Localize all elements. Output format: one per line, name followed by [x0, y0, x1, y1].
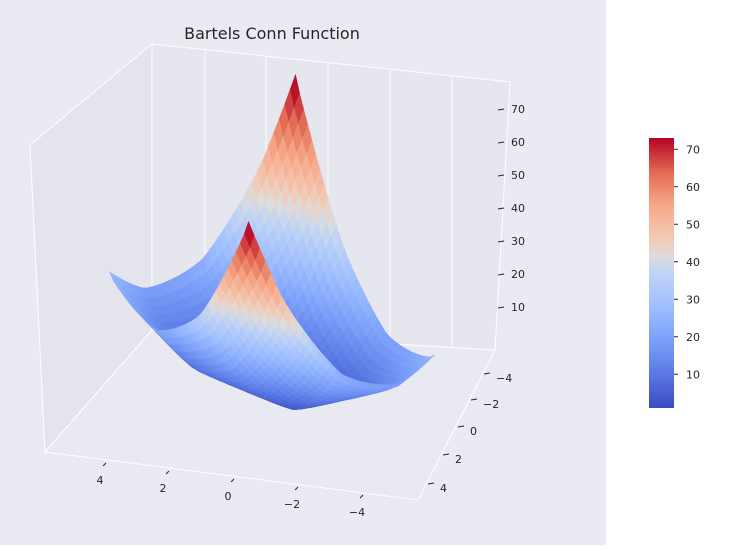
- z-tick-mark: [497, 174, 505, 177]
- y-axis-ticks: −4 −2 0 2 4: [427, 372, 512, 495]
- y-tick-mark: [427, 482, 435, 485]
- colorbar-tick-label: 60: [686, 181, 700, 194]
- y-tick-label: 0: [470, 425, 477, 438]
- colorbar-tick-label: 20: [686, 331, 700, 344]
- x-tick-mark: [294, 486, 299, 491]
- x-tick-label: 2: [160, 482, 167, 495]
- y-tick-mark: [470, 398, 478, 401]
- z-tick-label: 70: [511, 103, 525, 116]
- z-tick-label: 50: [511, 169, 525, 182]
- x-tick-label: −2: [284, 498, 300, 511]
- y-tick-label: −4: [496, 372, 512, 385]
- colorbar: [649, 138, 674, 408]
- z-tick-mark: [497, 273, 505, 276]
- y-tick-mark: [483, 372, 491, 375]
- chart-title: Bartels Conn Function: [184, 24, 360, 43]
- x-tick-mark: [359, 494, 364, 499]
- z-axis-ticks: 10 20 30 40 50 60 70: [497, 103, 525, 314]
- x-axis-ticks: 4 2 0 −2 −4: [97, 462, 365, 519]
- z-tick-label: 20: [511, 268, 525, 281]
- z-tick-label: 10: [511, 301, 525, 314]
- colorbar-tick-label: 70: [686, 143, 700, 156]
- y-tick-label: 4: [440, 482, 447, 495]
- colorbar-tick-label: 30: [686, 293, 700, 306]
- colorbar-ticks: 10 20 30 40 50 60 70: [674, 143, 700, 381]
- colorbar-tick-label: 10: [686, 368, 700, 381]
- z-tick-mark: [497, 108, 505, 111]
- x-tick-mark: [165, 470, 170, 475]
- x-tick-label: −4: [349, 506, 365, 519]
- y-tick-mark: [442, 453, 450, 456]
- surface-patch: [244, 221, 255, 248]
- colorbar-tick-label: 40: [686, 256, 700, 269]
- x-tick-label: 4: [97, 474, 104, 487]
- z-tick-label: 40: [511, 202, 525, 215]
- surface: [108, 73, 435, 410]
- z-tick-mark: [497, 240, 505, 243]
- z-tick-mark: [497, 306, 505, 309]
- y-tick-label: −2: [483, 398, 499, 411]
- z-tick-mark: [497, 207, 505, 210]
- z-tick-mark: [497, 141, 505, 144]
- x-tick-mark: [102, 462, 107, 467]
- y-tick-label: 2: [455, 453, 462, 466]
- x-tick-mark: [230, 478, 235, 483]
- x-tick-label: 0: [225, 490, 232, 503]
- colorbar-tick-label: 50: [686, 218, 700, 231]
- y-tick-mark: [457, 425, 465, 428]
- z-tick-label: 60: [511, 136, 525, 149]
- z-tick-label: 30: [511, 235, 525, 248]
